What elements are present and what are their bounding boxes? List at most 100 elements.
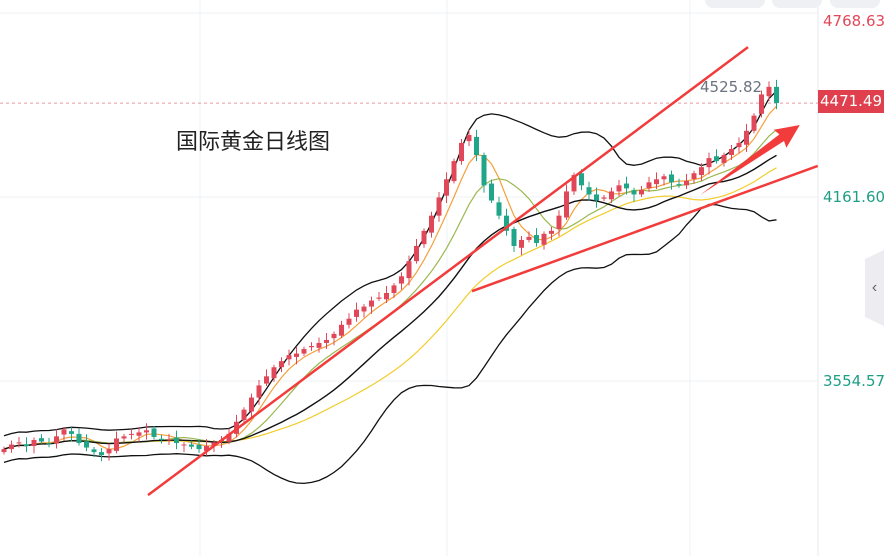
candle-up xyxy=(616,185,622,192)
candle-up xyxy=(264,376,269,384)
candle-up xyxy=(451,161,457,182)
y-tick-label: 4768.63 xyxy=(823,12,884,30)
candle-up xyxy=(444,179,449,196)
boll-mid-line xyxy=(3,154,777,450)
candle-down xyxy=(504,215,509,231)
chevron-left-icon: ‹ xyxy=(871,279,878,296)
candle-up xyxy=(31,439,37,447)
candle-up xyxy=(294,353,299,357)
candle-up xyxy=(459,142,464,162)
candle-up xyxy=(736,142,742,148)
candle-down xyxy=(196,444,202,450)
candle-up xyxy=(241,409,247,420)
candle-up xyxy=(256,385,262,398)
y-tick-label: 4161.60 xyxy=(823,188,884,206)
candle-up xyxy=(406,261,412,279)
candle-up xyxy=(136,432,142,436)
candle-down xyxy=(631,190,637,195)
toolbar-tab[interactable] xyxy=(772,0,822,8)
candle-up xyxy=(361,306,367,312)
boll-lower-line xyxy=(3,203,777,485)
candle-up xyxy=(249,397,254,412)
trendlines xyxy=(147,46,819,497)
candle-down xyxy=(24,444,29,447)
candle-down xyxy=(84,441,89,448)
candle-down xyxy=(511,229,517,246)
candle-up xyxy=(226,433,232,442)
candle-up xyxy=(549,230,554,234)
candle-up xyxy=(601,197,607,199)
candle-up xyxy=(399,276,404,284)
candle-up xyxy=(106,449,112,454)
ma30-line xyxy=(3,167,777,450)
candle-up xyxy=(766,86,772,97)
candle-down xyxy=(76,433,82,444)
candle-up xyxy=(744,130,749,145)
candle-down xyxy=(624,183,629,189)
candle-up xyxy=(564,191,569,218)
collapse-panel-button[interactable]: ‹ xyxy=(865,250,884,326)
candle-up xyxy=(324,339,329,343)
candle-down xyxy=(99,452,104,456)
candle-down xyxy=(496,202,502,216)
candle-up xyxy=(346,318,352,325)
candle-up xyxy=(286,355,292,360)
candles xyxy=(1,79,779,462)
candle-up xyxy=(54,436,59,444)
candle-up xyxy=(376,297,382,299)
trendline xyxy=(471,164,819,293)
candle-down xyxy=(594,194,599,201)
candle-down xyxy=(151,428,157,437)
candle-down xyxy=(579,173,584,186)
candle-up xyxy=(316,342,322,348)
candle-up xyxy=(699,167,704,176)
candle-up xyxy=(519,239,524,248)
candle-up xyxy=(556,215,562,230)
candle-up xyxy=(691,173,697,179)
candle-up xyxy=(654,179,659,185)
candle-down xyxy=(91,449,97,453)
candle-down xyxy=(159,438,164,440)
candle-down xyxy=(774,86,779,104)
candle-up xyxy=(706,158,712,168)
candle-up xyxy=(541,233,547,245)
candle-up xyxy=(129,433,134,435)
candle-up xyxy=(166,439,172,441)
candle-up xyxy=(421,230,427,245)
candle-up xyxy=(301,349,307,354)
candle-up xyxy=(309,346,314,348)
toolbar-tab[interactable] xyxy=(705,0,765,8)
candle-up xyxy=(181,444,187,446)
candle-down xyxy=(489,183,494,201)
candle-up xyxy=(204,446,209,451)
candle-up xyxy=(1,449,7,453)
candle-up xyxy=(571,175,577,192)
candle-up xyxy=(271,367,277,379)
candle-up xyxy=(339,324,344,336)
candle-up xyxy=(114,438,119,451)
candle-down xyxy=(46,443,52,445)
candle-up xyxy=(211,442,217,447)
candle-up xyxy=(729,148,734,156)
chart-title: 国际黄金日线图 xyxy=(176,130,331,155)
candle-up xyxy=(436,197,442,216)
candle-up xyxy=(646,182,652,189)
candle-up xyxy=(384,292,389,300)
candle-up xyxy=(354,309,359,317)
indicator-lines xyxy=(3,90,777,485)
candle-up xyxy=(414,245,419,262)
up-arrow-icon xyxy=(700,125,800,196)
candle-down xyxy=(189,444,194,447)
candle-up xyxy=(526,236,532,240)
toolbar-tab[interactable] xyxy=(830,0,880,8)
candle-up xyxy=(721,155,727,163)
candle-down xyxy=(474,136,479,156)
candle-up xyxy=(121,436,127,439)
candle-up xyxy=(391,285,397,293)
candle-up xyxy=(279,361,284,368)
candle-up xyxy=(751,115,757,131)
candle-down xyxy=(669,174,674,183)
y-tick-label: 3554.57 xyxy=(823,372,884,390)
candle-up xyxy=(466,135,472,142)
